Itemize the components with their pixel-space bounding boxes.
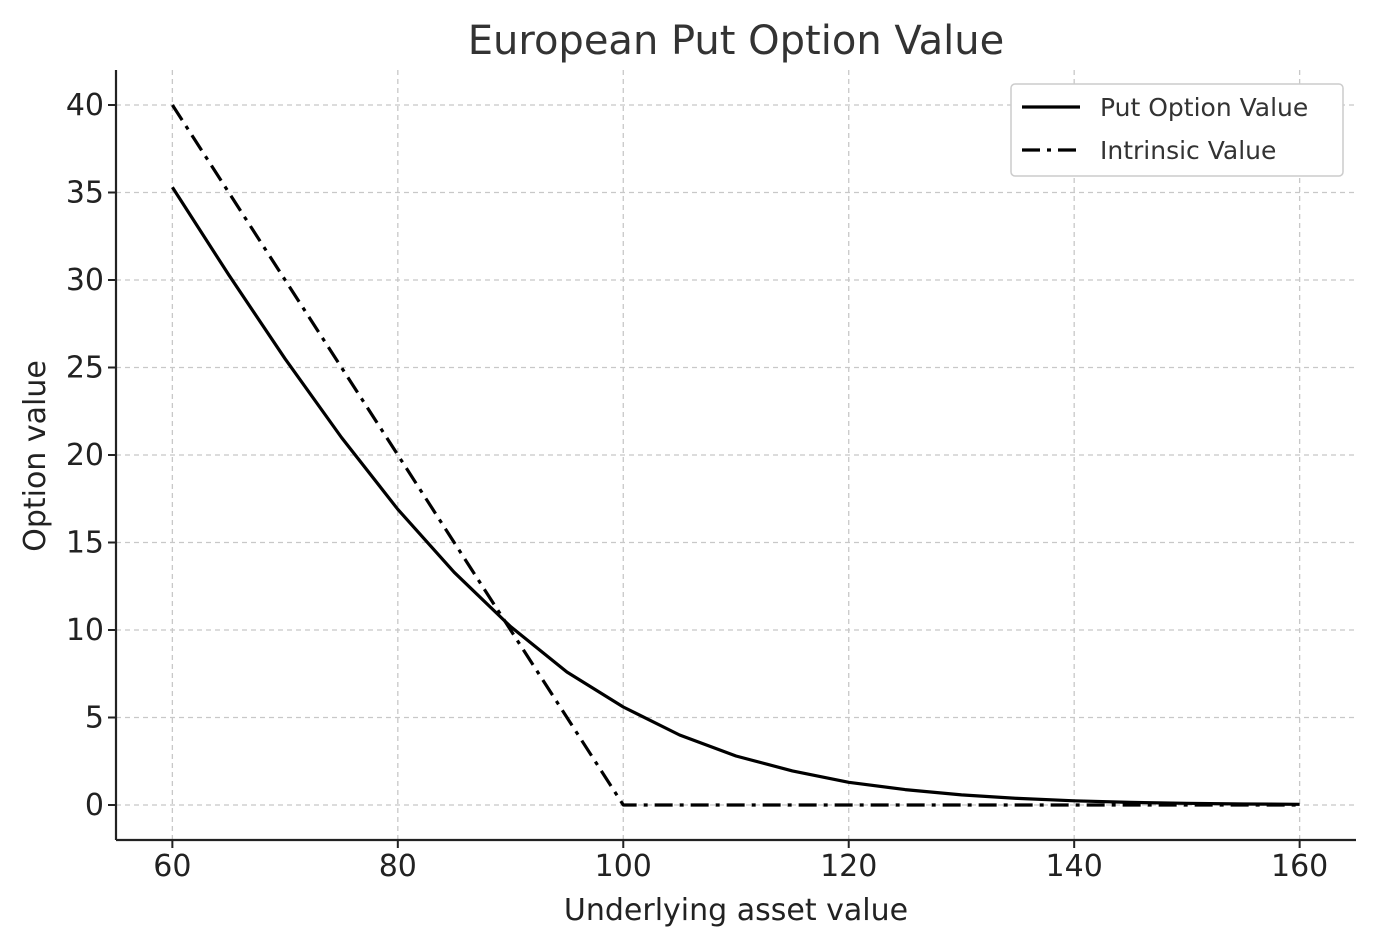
x-tick-label: 80 [379, 849, 417, 884]
y-tick-label: 5 [85, 701, 104, 736]
y-tick-label: 25 [66, 351, 104, 386]
x-tick-label: 140 [1046, 849, 1103, 884]
y-tick-label: 15 [66, 526, 104, 561]
x-tick-label: 120 [820, 849, 877, 884]
legend-label-1: Put Option Value [1100, 93, 1308, 122]
y-tick-label: 0 [85, 788, 104, 823]
y-tick-label: 10 [66, 613, 104, 648]
x-tick-label: 60 [153, 849, 191, 884]
chart-title: European Put Option Value [468, 18, 1004, 64]
legend-box [1010, 83, 1344, 177]
axes: 60 80 100 120 140 160 0 5 10 15 20 25 30 35 40 [66, 70, 1356, 884]
y-tick-label: 30 [66, 263, 104, 298]
y-tick-label: 40 [66, 88, 104, 123]
series-line-1 [171, 186, 1300, 806]
x-tick-label: 100 [595, 849, 652, 884]
series-group [171, 104, 1300, 807]
legend-label-2: Intrinsic Value [1100, 136, 1276, 165]
grid [116, 70, 1356, 840]
x-axis-label: Underlying asset value [564, 893, 908, 928]
y-tick-label: 20 [66, 438, 104, 473]
series-line-2 [171, 104, 1300, 807]
x-tick-label: 160 [1271, 849, 1328, 884]
y-tick-label: 35 [66, 176, 104, 211]
y-axis-label: Option value [18, 360, 53, 552]
legend: Put Option Value Intrinsic Value [1010, 83, 1344, 177]
